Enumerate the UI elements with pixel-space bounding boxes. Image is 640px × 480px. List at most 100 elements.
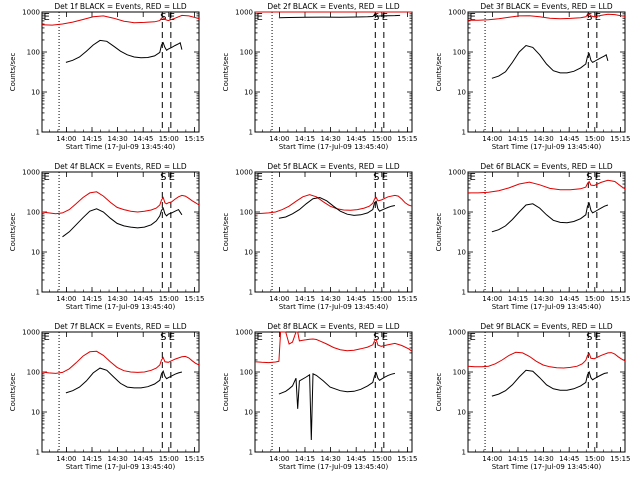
y-axis-label: Counts/sec: [9, 373, 17, 412]
lld-series-line: [41, 14, 200, 26]
x-tick-label: 14:15: [508, 135, 528, 143]
lld-series-line: [468, 179, 626, 194]
x-tick-label: 14:15: [82, 135, 102, 143]
marker-label: S: [160, 332, 166, 343]
x-tick-label: 15:15: [610, 455, 630, 463]
x-tick-label: 14:30: [321, 455, 341, 463]
marker-label: E: [257, 332, 263, 343]
events-series-line: [491, 201, 609, 233]
x-tick-label: 15:00: [159, 455, 179, 463]
x-tick-label: 15:00: [372, 135, 392, 143]
y-axis-label: Counts/sec: [222, 373, 230, 412]
x-tick-label: 15:15: [610, 295, 630, 303]
marker-label: E: [169, 332, 175, 343]
x-tick-label: 14:45: [133, 135, 153, 143]
x-tick-label: 14:45: [346, 135, 366, 143]
events-series-line: [65, 367, 183, 394]
x-tick-label: 14:00: [482, 295, 502, 303]
x-tick-label: 14:00: [56, 455, 76, 463]
panel-det-1f: Det 1f BLACK = Events, RED = LLD 1 10 100 10…: [9, 2, 204, 151]
marker-label: S: [373, 332, 379, 343]
y-tick-label: 1: [249, 129, 253, 137]
marker-label: E: [44, 332, 50, 343]
y-tick-label: 1: [249, 289, 253, 297]
y-tick-label: 1: [462, 129, 466, 137]
marker-label: S: [373, 172, 379, 183]
panel-det-4f: Det 4f BLACK = Events, RED = LLD 1 10 100 10…: [9, 162, 204, 311]
x-tick-label: 14:00: [482, 135, 502, 143]
x-tick-label: 14:15: [295, 295, 315, 303]
y-tick-label: 100: [27, 369, 40, 377]
y-tick-label: 100: [240, 49, 253, 57]
y-tick-label: 100: [27, 209, 40, 217]
panel-title: Det 4f BLACK = Events, RED = LLD: [54, 162, 187, 171]
x-tick-label: 14:00: [56, 295, 76, 303]
plot-frame: [254, 171, 413, 293]
y-tick-label: 1000: [448, 9, 466, 17]
x-tick-label: 15:00: [585, 295, 605, 303]
x-tick-label: 14:30: [534, 295, 554, 303]
marker-label: E: [169, 12, 175, 23]
y-tick-label: 1000: [235, 9, 253, 17]
marker-label: S: [586, 332, 592, 343]
x-tick-label: 14:15: [82, 295, 102, 303]
x-tick-label: 14:00: [269, 135, 289, 143]
x-axis-label: Start Time (17-Jul-09 13:45:40): [66, 463, 176, 471]
x-tick-label: 14:45: [559, 295, 579, 303]
x-axis-label: Start Time (17-Jul-09 13:45:40): [492, 463, 602, 471]
x-tick-label: 14:00: [56, 135, 76, 143]
marker-label: E: [382, 332, 388, 343]
panel-title: Det 1f BLACK = Events, RED = LLD: [54, 2, 187, 11]
x-tick-label: 14:30: [108, 295, 128, 303]
y-tick-label: 10: [244, 409, 253, 417]
panel-det-3f: Det 3f BLACK = Events, RED = LLD 1 10 100 10…: [435, 2, 630, 151]
marker-label: E: [44, 12, 50, 23]
marker-label: E: [257, 172, 263, 183]
lld-series-line: [254, 194, 413, 215]
x-tick-label: 14:00: [482, 455, 502, 463]
plot-frame: [254, 331, 413, 453]
x-tick-label: 15:15: [397, 455, 417, 463]
x-tick-label: 14:30: [321, 295, 341, 303]
x-tick-label: 14:45: [559, 135, 579, 143]
panel-title: Det 9f BLACK = Events, RED = LLD: [480, 322, 613, 331]
x-axis-label: Start Time (17-Jul-09 13:45:40): [66, 143, 176, 151]
y-axis-label: Counts/sec: [435, 373, 443, 412]
panel-title: Det 6f BLACK = Events, RED = LLD: [480, 162, 613, 171]
x-tick-label: 14:00: [269, 295, 289, 303]
y-axis-label: Counts/sec: [222, 213, 230, 252]
events-series-line: [491, 44, 609, 79]
panel-title: Det 7f BLACK = Events, RED = LLD: [54, 322, 187, 331]
panel-title: Det 3f BLACK = Events, RED = LLD: [480, 2, 613, 11]
plot-frame: [467, 331, 626, 453]
y-axis-label: Counts/sec: [9, 53, 17, 92]
x-tick-label: 14:30: [534, 135, 554, 143]
x-tick-label: 14:30: [108, 135, 128, 143]
lld-series-line: [254, 331, 413, 364]
y-tick-label: 1000: [235, 329, 253, 337]
y-axis-label: Counts/sec: [435, 53, 443, 92]
plot-frame: [254, 11, 413, 133]
x-tick-label: 14:15: [508, 455, 528, 463]
panel-title: Det 5f BLACK = Events, RED = LLD: [267, 162, 400, 171]
y-tick-label: 1000: [22, 329, 40, 337]
y-tick-label: 1: [249, 449, 253, 457]
y-tick-label: 10: [31, 249, 40, 257]
x-tick-label: 15:00: [159, 295, 179, 303]
x-axis-label: Start Time (17-Jul-09 13:45:40): [279, 463, 389, 471]
y-tick-label: 1000: [22, 9, 40, 17]
marker-label: E: [44, 172, 50, 183]
lld-series-line: [467, 351, 626, 369]
x-tick-label: 15:15: [184, 455, 204, 463]
x-axis-label: Start Time (17-Jul-09 13:45:40): [492, 143, 602, 151]
panel-title: Det 2f BLACK = Events, RED = LLD: [267, 2, 400, 11]
x-tick-label: 14:45: [133, 295, 153, 303]
x-tick-label: 15:00: [585, 455, 605, 463]
x-tick-label: 14:15: [508, 295, 528, 303]
x-axis-label: Start Time (17-Jul-09 13:45:40): [279, 303, 389, 311]
y-tick-label: 1: [36, 129, 40, 137]
marker-label: E: [470, 332, 476, 343]
panel-det-7f: Det 7f BLACK = Events, RED = LLD 1 10 100 10…: [9, 322, 204, 471]
y-tick-label: 1: [36, 449, 40, 457]
marker-label: E: [169, 172, 175, 183]
